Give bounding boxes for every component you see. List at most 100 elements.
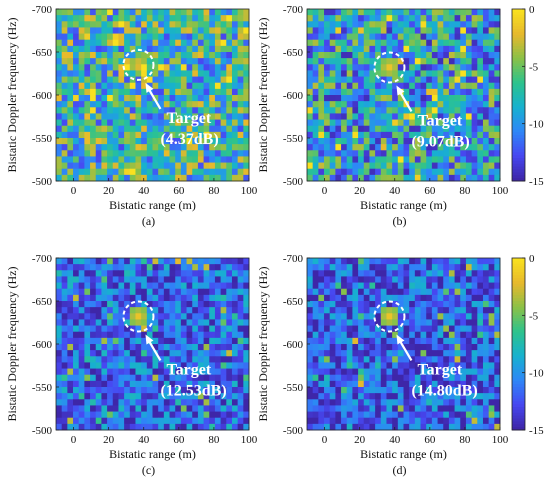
- heatmap-cell: [180, 101, 187, 108]
- heatmap-cell: [175, 9, 182, 16]
- heatmap-cell: [414, 107, 421, 114]
- heatmap-cell: [380, 258, 387, 265]
- heatmap-cell: [95, 270, 102, 277]
- heatmap-cell: [335, 95, 342, 102]
- heatmap-cell: [426, 344, 433, 351]
- heatmap-cell: [488, 113, 495, 120]
- heatmap-cell: [477, 387, 484, 394]
- heatmap-cell: [141, 417, 148, 425]
- heatmap-cell: [352, 350, 359, 357]
- heatmap-cell: [369, 131, 376, 139]
- heatmap-cell: [73, 58, 80, 65]
- heatmap-cell: [73, 15, 80, 22]
- heatmap-cell: [482, 125, 490, 133]
- heatmap-cell: [448, 58, 455, 65]
- heatmap-cell: [158, 156, 165, 163]
- heatmap-cell: [465, 270, 473, 277]
- heatmap-cell: [386, 70, 393, 77]
- heatmap-cell: [358, 64, 365, 71]
- heatmap-cell: [358, 337, 365, 345]
- heatmap-cell: [186, 95, 193, 102]
- heatmap-cell: [101, 131, 108, 139]
- heatmap-cell: [375, 107, 382, 114]
- heatmap-cell: [95, 168, 102, 176]
- y-tick-label: -600: [283, 90, 304, 102]
- heatmap-cell: [397, 374, 404, 382]
- heatmap-cell: [358, 301, 365, 308]
- heatmap-cell: [73, 350, 80, 357]
- heatmap-cell: [90, 294, 97, 302]
- colorbar-swatch: [512, 421, 525, 425]
- heatmap-cell: [220, 344, 227, 351]
- colorbar-swatch: [512, 275, 525, 279]
- heatmap-cell: [107, 58, 114, 65]
- heatmap-cell: [169, 76, 176, 84]
- heatmap-cell: [403, 399, 410, 406]
- heatmap-cell: [237, 82, 244, 90]
- heatmap-cell: [78, 344, 85, 351]
- heatmap-cell: [346, 313, 353, 320]
- heatmap-cell: [318, 331, 325, 339]
- heatmap-cell: [329, 88, 336, 96]
- heatmap-cell: [363, 301, 370, 308]
- heatmap-cell: [386, 325, 393, 333]
- heatmap-cell: [158, 39, 165, 47]
- heatmap-cell: [346, 270, 353, 277]
- heatmap-cell: [482, 411, 490, 419]
- heatmap-cell: [488, 411, 495, 419]
- heatmap-cell: [414, 150, 421, 157]
- heatmap-cell: [312, 15, 319, 22]
- heatmap-cell: [448, 301, 455, 308]
- heatmap-cell: [324, 58, 331, 65]
- heatmap-cell: [460, 144, 467, 151]
- heatmap-cell: [84, 344, 91, 351]
- heatmap-cell: [135, 101, 142, 108]
- heatmap-cell: [124, 39, 131, 47]
- heatmap-cell: [386, 368, 393, 376]
- heatmap-cell: [443, 95, 450, 102]
- heatmap-cell: [460, 70, 467, 77]
- heatmap-cell: [243, 399, 250, 406]
- heatmap-cell: [482, 27, 490, 34]
- heatmap-cell: [312, 156, 319, 163]
- heatmap-cell: [375, 301, 382, 308]
- heatmap-cell: [61, 393, 68, 400]
- heatmap-cell: [192, 107, 199, 114]
- heatmap-cell: [414, 113, 421, 120]
- heatmap-cell: [61, 258, 68, 265]
- heatmap-cell: [169, 374, 176, 382]
- heatmap-cell: [312, 150, 319, 157]
- heatmap-cell: [465, 282, 473, 290]
- heatmap-cell: [61, 387, 68, 394]
- heatmap-cell: [488, 168, 495, 176]
- heatmap-cell: [465, 288, 473, 296]
- heatmap-cell: [152, 399, 159, 406]
- heatmap-cell: [488, 380, 495, 388]
- heatmap-cell: [386, 15, 393, 22]
- heatmap-cell: [84, 113, 91, 120]
- heatmap-cell: [141, 387, 148, 394]
- heatmap-cell: [78, 156, 85, 163]
- heatmap-cell: [180, 276, 187, 283]
- heatmap-cell: [426, 33, 433, 41]
- heatmap-cell: [324, 282, 331, 290]
- heatmap-cell: [465, 294, 473, 302]
- heatmap-cell: [231, 39, 239, 47]
- heatmap-cell: [84, 101, 91, 108]
- heatmap-cell: [448, 387, 455, 394]
- heatmap-cell: [158, 64, 165, 71]
- heatmap-cell: [397, 9, 404, 16]
- heatmap-cell: [488, 294, 495, 302]
- heatmap-cell: [169, 144, 176, 151]
- heatmap-cell: [403, 331, 410, 339]
- heatmap-cell: [78, 64, 85, 71]
- heatmap-cell: [90, 125, 97, 133]
- heatmap-cell: [437, 399, 444, 406]
- heatmap-cell: [369, 344, 376, 351]
- heatmap-cell: [352, 119, 359, 127]
- heatmap-cell: [67, 393, 74, 400]
- heatmap-cell: [369, 27, 376, 34]
- heatmap-cell: [158, 33, 165, 41]
- heatmap-cell: [448, 82, 455, 90]
- heatmap-cell: [471, 33, 478, 41]
